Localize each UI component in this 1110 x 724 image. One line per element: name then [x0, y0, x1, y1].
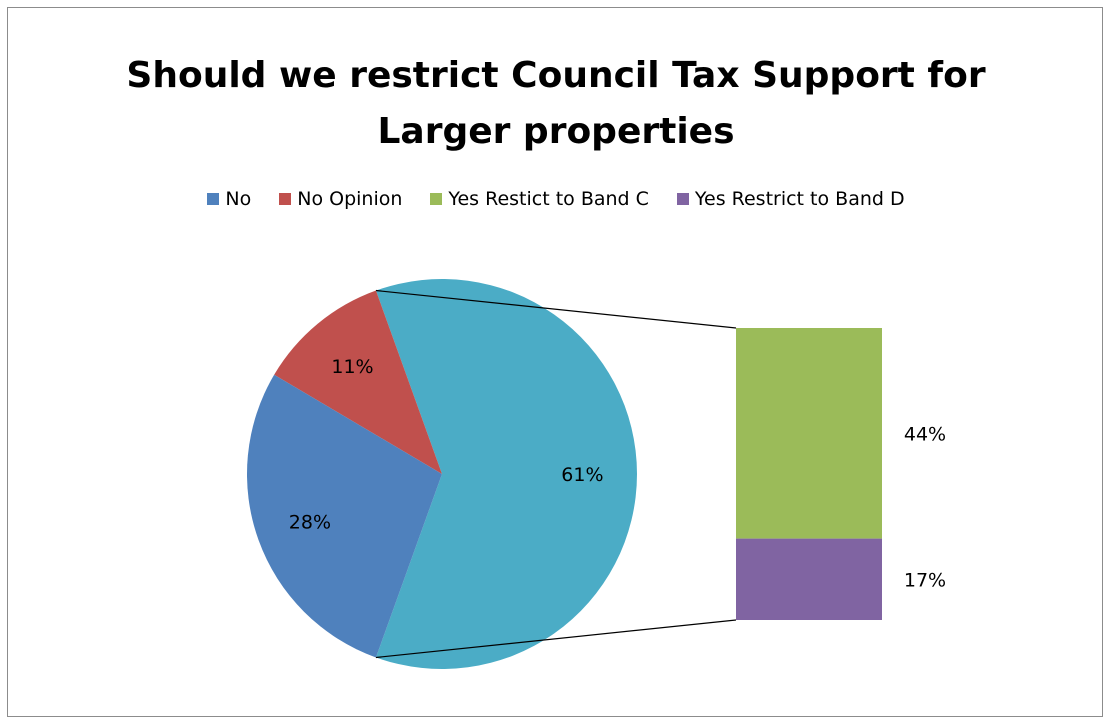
legend-label-no-opinion: No Opinion — [297, 188, 403, 210]
legend-item-no: No — [207, 188, 251, 210]
bar-segment-band-c — [736, 328, 882, 539]
legend-label-band-d: Yes Restrict to Band D — [694, 188, 905, 210]
legend-item-band-d: Yes Restrict to Band D — [676, 188, 905, 210]
pie-label-other: 61% — [561, 464, 603, 486]
chart-title-line-1: Should we restrict Council Tax Support f… — [126, 55, 986, 96]
legend-item-no-opinion: No Opinion — [279, 188, 402, 210]
pie-label-no: 28% — [289, 512, 331, 534]
legend-swatch-no — [207, 193, 220, 205]
chart-legend: No No Opinion Yes Restict to Band C Yes … — [8, 188, 1104, 210]
legend-swatch-no-opinion — [279, 193, 292, 205]
pie-label-no-opinion: 11% — [331, 356, 373, 378]
legend-item-band-c: Yes Restict to Band C — [430, 188, 649, 210]
bar-of-pie-chart: 61% 11% 28% 44% 17% — [247, 279, 946, 669]
bar-label-band-c: 44% — [904, 423, 946, 445]
chart-title: Should we restrict Council Tax Support f… — [8, 48, 1104, 160]
pie-slice-other — [375, 279, 638, 669]
legend-swatch-band-d — [676, 193, 689, 205]
legend-label-band-c: Yes Restict to Band C — [448, 188, 649, 210]
chart-frame: Should we restrict Council Tax Support f… — [7, 7, 1103, 717]
pie-slice-no-opinion — [274, 290, 442, 474]
chart-title-line-2: Larger properties — [377, 111, 735, 152]
bar-segment-band-d — [736, 538, 882, 620]
connector-line-top — [375, 289, 737, 329]
pie-slice-no — [247, 374, 442, 658]
legend-label-no: No — [225, 188, 252, 210]
bar-label-band-d: 17% — [904, 569, 946, 591]
legend-swatch-band-c — [430, 193, 443, 205]
connector-line-bottom — [375, 619, 737, 659]
